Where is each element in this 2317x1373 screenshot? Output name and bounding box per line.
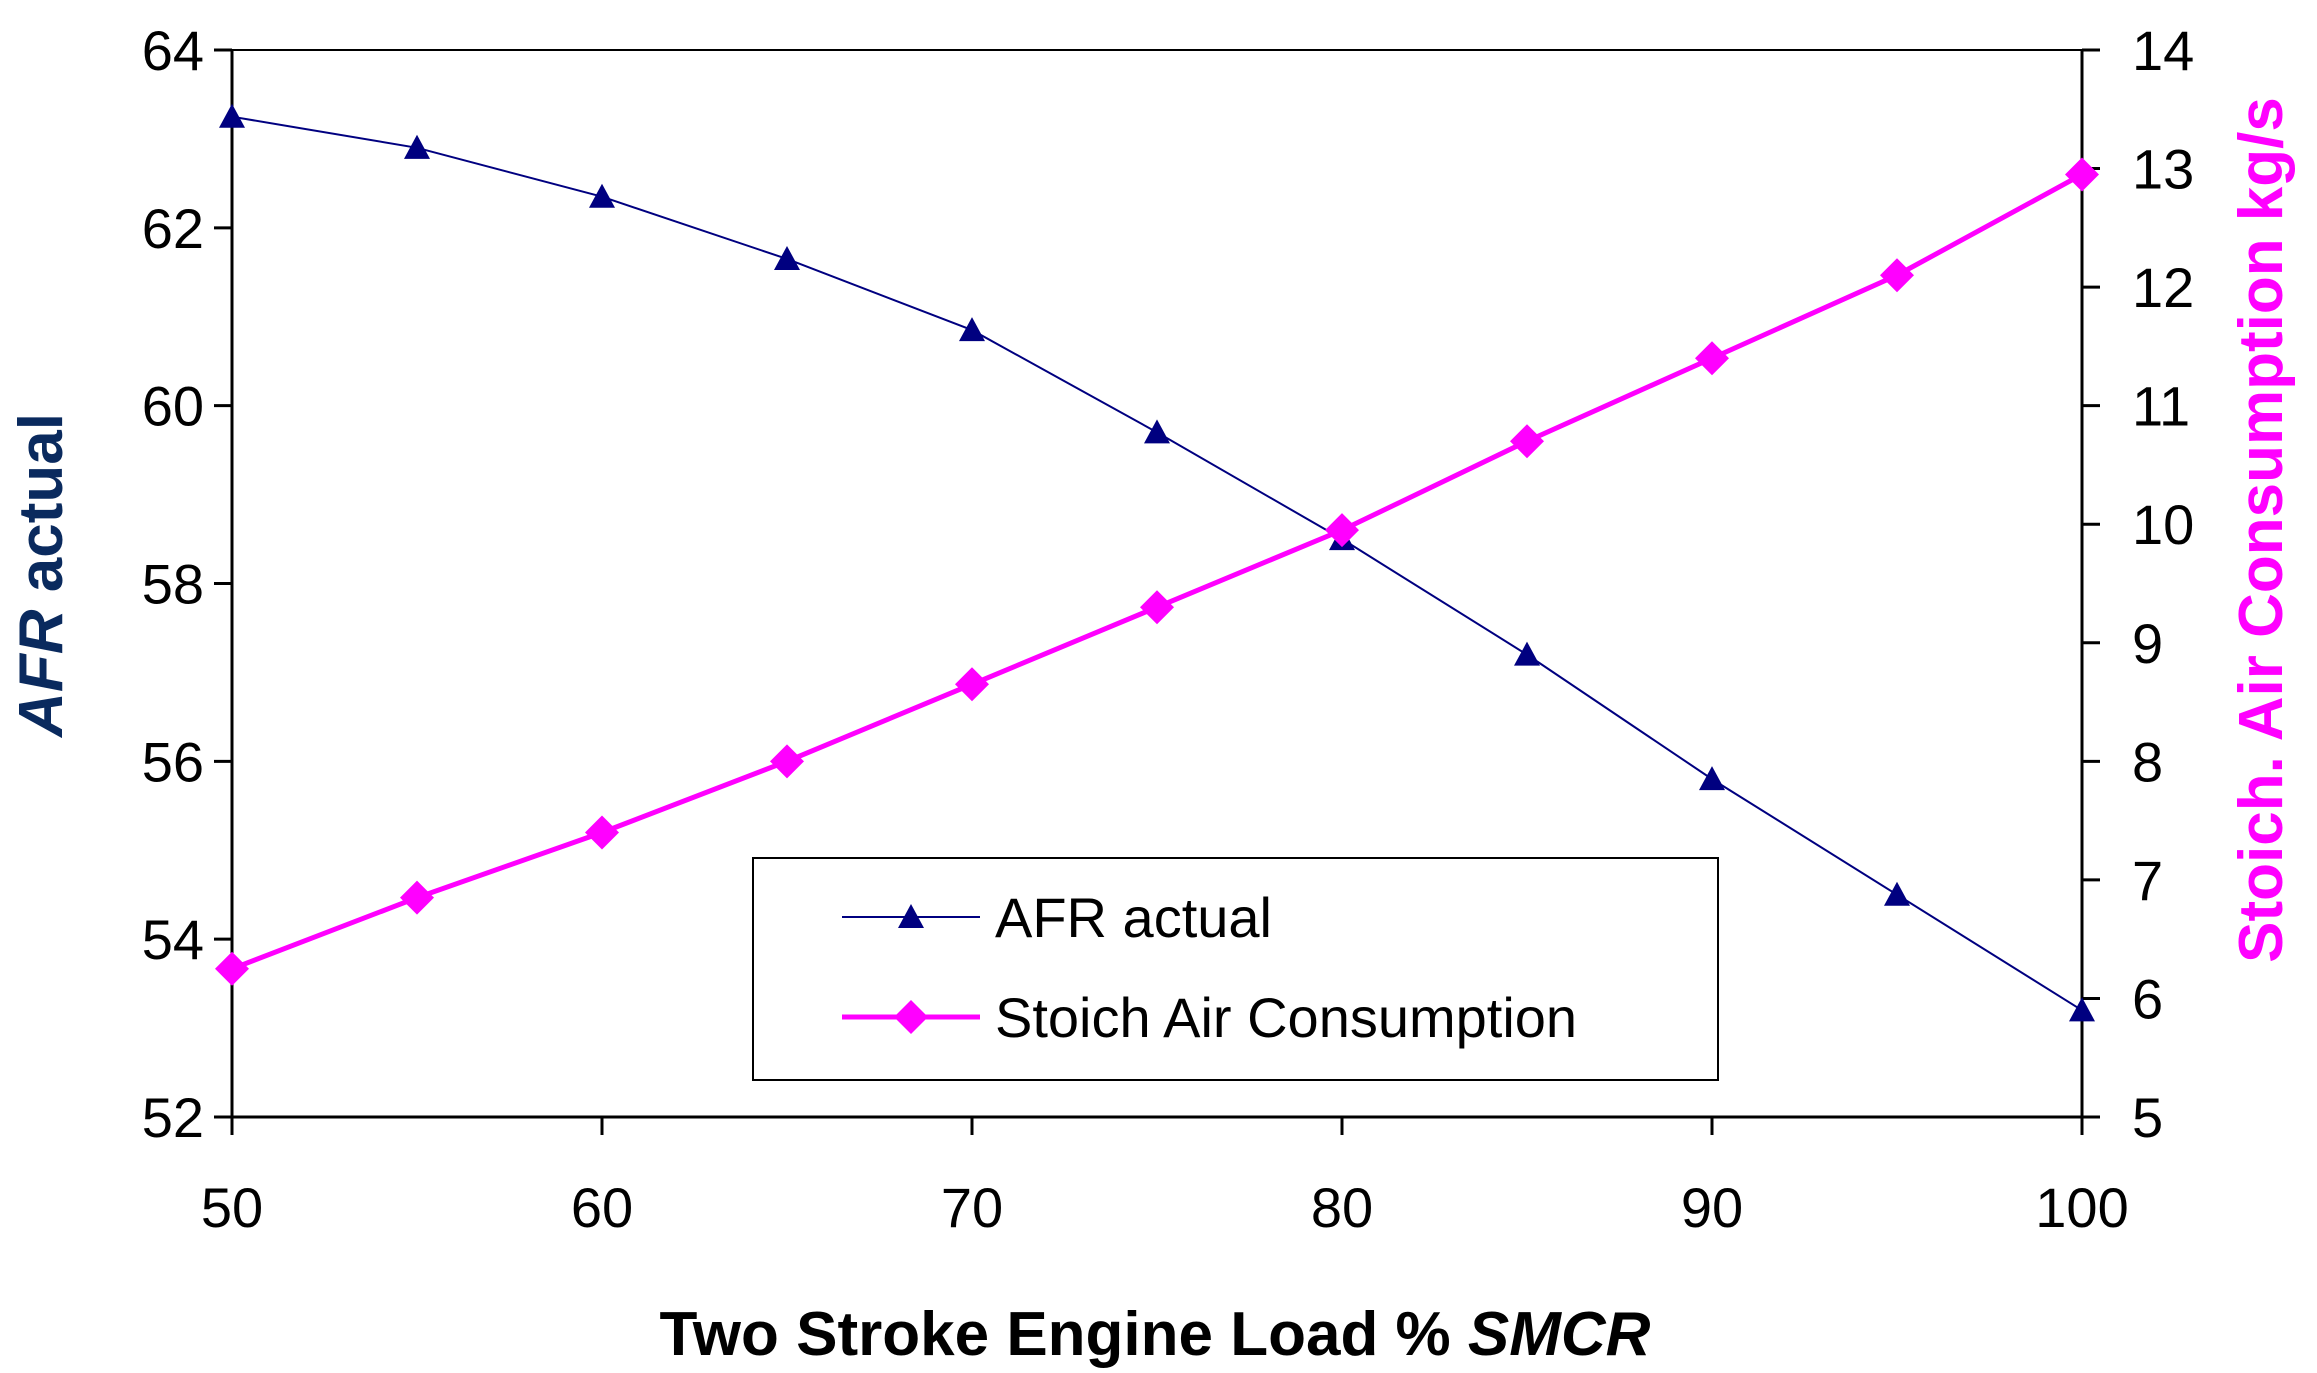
y-right-tick-label: 9 bbox=[2132, 612, 2163, 675]
data-point-diamond bbox=[400, 880, 434, 915]
legend-item-stoich: Stoich Air Consumption bbox=[842, 986, 1577, 1049]
data-point-triangle bbox=[1144, 419, 1170, 444]
data-point-triangle bbox=[2069, 997, 2095, 1022]
data-point-triangle bbox=[774, 245, 800, 271]
y-right-tick-label: 11 bbox=[2132, 375, 2190, 438]
legend-item-afr: AFR actual bbox=[842, 886, 1272, 949]
data-point-diamond bbox=[585, 815, 619, 850]
y-left-tick-label: 54 bbox=[142, 908, 204, 971]
y-right-tick-label: 5 bbox=[2132, 1086, 2163, 1149]
y-right-tick-label: 7 bbox=[2132, 849, 2163, 912]
x-tick-label: 50 bbox=[201, 1176, 263, 1239]
x-tick-label: 80 bbox=[1311, 1176, 1373, 1239]
legend-swatch-stoich-marker bbox=[894, 1000, 928, 1034]
series-stoich-air bbox=[215, 157, 2099, 986]
y-left-tick-label: 52 bbox=[142, 1086, 204, 1149]
data-point-triangle bbox=[1514, 641, 1540, 666]
x-axis-title: Two Stroke Engine Load % SMCR bbox=[660, 1300, 1651, 1369]
y-axis-left-title-plain: actual bbox=[7, 413, 76, 609]
data-point-diamond bbox=[1880, 258, 1914, 293]
y-left-tick-label: 60 bbox=[142, 375, 204, 438]
series-line bbox=[231, 172, 2084, 972]
data-point-diamond bbox=[770, 744, 804, 779]
data-point-diamond bbox=[1510, 424, 1544, 459]
y-left-tick-label: 62 bbox=[142, 197, 204, 260]
x-tick-label: 70 bbox=[941, 1176, 1003, 1239]
data-point-triangle bbox=[404, 134, 430, 159]
legend: AFR actual Stoich Air Consumption bbox=[752, 857, 1719, 1081]
data-point-diamond bbox=[955, 667, 989, 702]
x-tick-label: 90 bbox=[1681, 1176, 1743, 1239]
y-right-tick-label: 8 bbox=[2132, 730, 2163, 793]
y-right-tick-label: 10 bbox=[2132, 493, 2194, 556]
y-right-tick-label: 6 bbox=[2132, 967, 2163, 1030]
y-right-tick-label: 13 bbox=[2132, 138, 2194, 201]
legend-box bbox=[752, 857, 1719, 1081]
y-right-tick-label: 14 bbox=[2132, 19, 2194, 82]
y-right-tick-label: 12 bbox=[2132, 256, 2194, 319]
data-point-diamond bbox=[1325, 513, 1359, 548]
y-axis-right-title: Stoich. Air Consumption kg/s bbox=[2227, 97, 2296, 963]
data-point-diamond bbox=[1140, 590, 1174, 625]
y-axis-left-title: AFR actual bbox=[7, 413, 76, 739]
legend-label-stoich: Stoich Air Consumption bbox=[995, 986, 1577, 1049]
data-point-triangle bbox=[1699, 766, 1725, 791]
series-layer bbox=[215, 103, 2099, 1022]
legend-swatch-afr-marker bbox=[898, 904, 924, 929]
data-point-triangle bbox=[959, 317, 985, 342]
x-tick-label: 100 bbox=[2035, 1176, 2128, 1239]
data-point-diamond bbox=[1695, 341, 1729, 376]
data-point-triangle bbox=[219, 103, 245, 128]
y-left-tick-label: 64 bbox=[142, 19, 204, 82]
y-left-tick-label: 58 bbox=[142, 553, 204, 616]
legend-label-afr: AFR actual bbox=[995, 886, 1272, 949]
x-tick-label: 60 bbox=[571, 1176, 633, 1239]
data-point-triangle bbox=[1884, 881, 1910, 906]
y-left-tick-label: 56 bbox=[142, 730, 204, 793]
data-point-triangle bbox=[589, 183, 615, 208]
y-axis-left-title-italic: AFR bbox=[7, 609, 76, 739]
x-axis-title-plain: Two Stroke Engine Load % bbox=[660, 1300, 1468, 1369]
data-point-diamond bbox=[2065, 157, 2099, 192]
data-point-diamond bbox=[215, 951, 249, 986]
x-axis-title-italic: SMCR bbox=[1468, 1300, 1651, 1369]
